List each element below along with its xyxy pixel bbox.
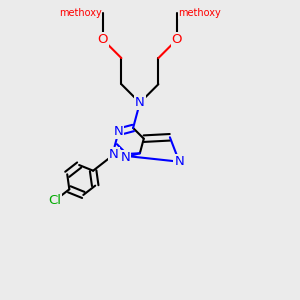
Text: N: N <box>114 125 123 138</box>
Text: N: N <box>174 155 184 168</box>
Text: O: O <box>172 33 182 46</box>
Text: Cl: Cl <box>48 194 62 207</box>
Text: N: N <box>109 148 118 161</box>
Text: N: N <box>120 151 130 164</box>
Text: methoxy: methoxy <box>178 8 221 18</box>
Text: methoxy: methoxy <box>58 8 101 18</box>
Text: O: O <box>98 33 108 46</box>
Text: N: N <box>135 96 145 109</box>
